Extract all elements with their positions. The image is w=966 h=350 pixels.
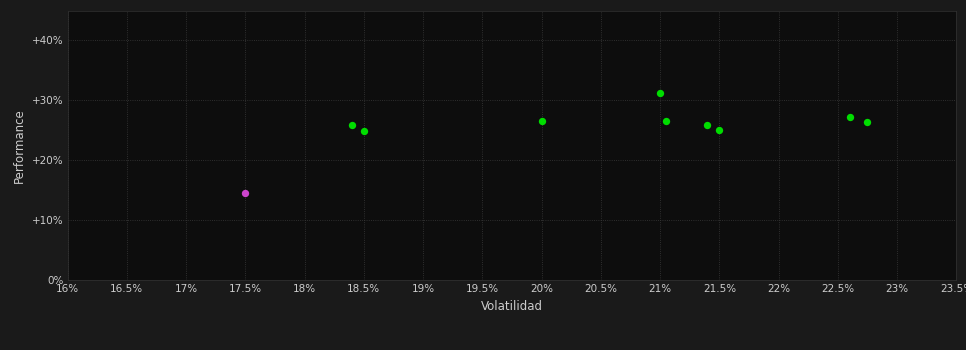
Point <box>842 114 858 120</box>
Point <box>712 127 727 133</box>
Point <box>534 119 550 124</box>
Point <box>652 90 668 95</box>
Point <box>699 123 715 128</box>
Point <box>238 190 253 196</box>
X-axis label: Volatilidad: Volatilidad <box>481 300 543 313</box>
Point <box>344 123 359 128</box>
Point <box>356 129 372 134</box>
Point <box>860 120 875 125</box>
Y-axis label: Performance: Performance <box>14 108 26 183</box>
Point <box>658 119 673 124</box>
